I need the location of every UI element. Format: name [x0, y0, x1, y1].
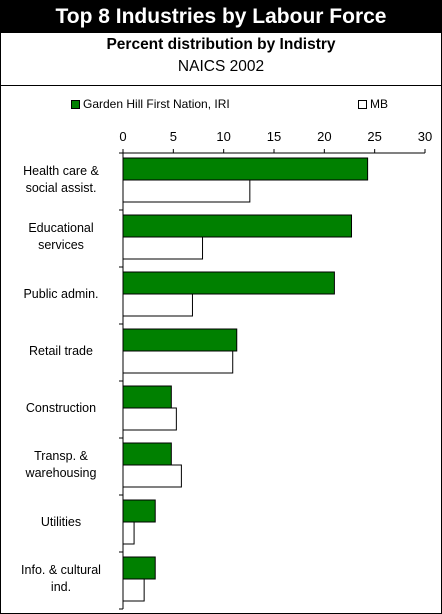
category-label-line: warehousing [25, 466, 97, 480]
chart-subtitle-2: NAICS 2002 [177, 58, 265, 75]
bar-mb [122, 464, 182, 488]
x-tick-label: 0 [119, 129, 126, 144]
legend-label-mb: MB [370, 97, 388, 111]
bar-garden-hill [122, 271, 335, 295]
bar-mb [122, 350, 234, 374]
bar-mb [122, 407, 177, 431]
category-label-line: Construction [25, 400, 97, 415]
x-tick-label: 20 [317, 129, 331, 144]
category-label-line: Retail trade [29, 343, 93, 358]
x-tick-label: 5 [170, 129, 177, 144]
category-label-line: social assist. [25, 181, 97, 195]
category-label-line: Info. & cultural [21, 563, 101, 577]
category-label: Transp. & warehousing [5, 448, 117, 482]
bar-garden-hill [122, 556, 156, 580]
x-tick-label: 30 [418, 129, 432, 144]
chart-title: Top 8 Industries by Labour Force [1, 1, 441, 33]
bar-mb [122, 521, 135, 545]
legend-label-garden-hill: Garden Hill First Nation, IRI [83, 97, 230, 111]
bar-mb [122, 179, 251, 203]
bar-mb [122, 578, 145, 602]
category-label: Health care & social assist. [5, 163, 117, 197]
legend-swatch-garden-hill [71, 99, 80, 109]
legend-item-mb: MB [358, 97, 388, 111]
category-label: Educational services [5, 220, 117, 254]
chart-subtitle: Percent distribution by Indistry [106, 36, 336, 53]
legend-item-garden-hill: Garden Hill First Nation, IRI [71, 97, 230, 111]
bar-mb [122, 293, 193, 317]
category-label: Utilities [5, 514, 117, 531]
category-label-line: ind. [50, 580, 72, 594]
bar-garden-hill [122, 442, 172, 466]
x-tick-label: 25 [367, 129, 381, 144]
x-tick-label: 10 [216, 129, 230, 144]
category-label-line: Educational [28, 221, 94, 235]
bar-garden-hill [122, 328, 238, 352]
bar-garden-hill [122, 157, 369, 181]
category-label: Public admin. [5, 286, 117, 303]
header-divider [1, 85, 441, 86]
category-label-line: Utilities [40, 514, 82, 529]
category-label: Info. & cultural ind. [5, 562, 117, 596]
category-label-line: Public admin. [23, 286, 99, 301]
category-label: Construction [5, 400, 117, 417]
category-label-line: Transp. & [34, 449, 88, 463]
legend-swatch-mb [358, 99, 367, 109]
bar-garden-hill [122, 499, 156, 523]
bar-garden-hill [122, 214, 353, 238]
category-label-line: services [38, 238, 84, 252]
category-label: Retail trade [5, 343, 117, 360]
bar-garden-hill [122, 385, 172, 409]
x-tick-label: 15 [267, 129, 281, 144]
bar-mb [122, 236, 204, 260]
category-label-line: Health care & [23, 164, 99, 178]
